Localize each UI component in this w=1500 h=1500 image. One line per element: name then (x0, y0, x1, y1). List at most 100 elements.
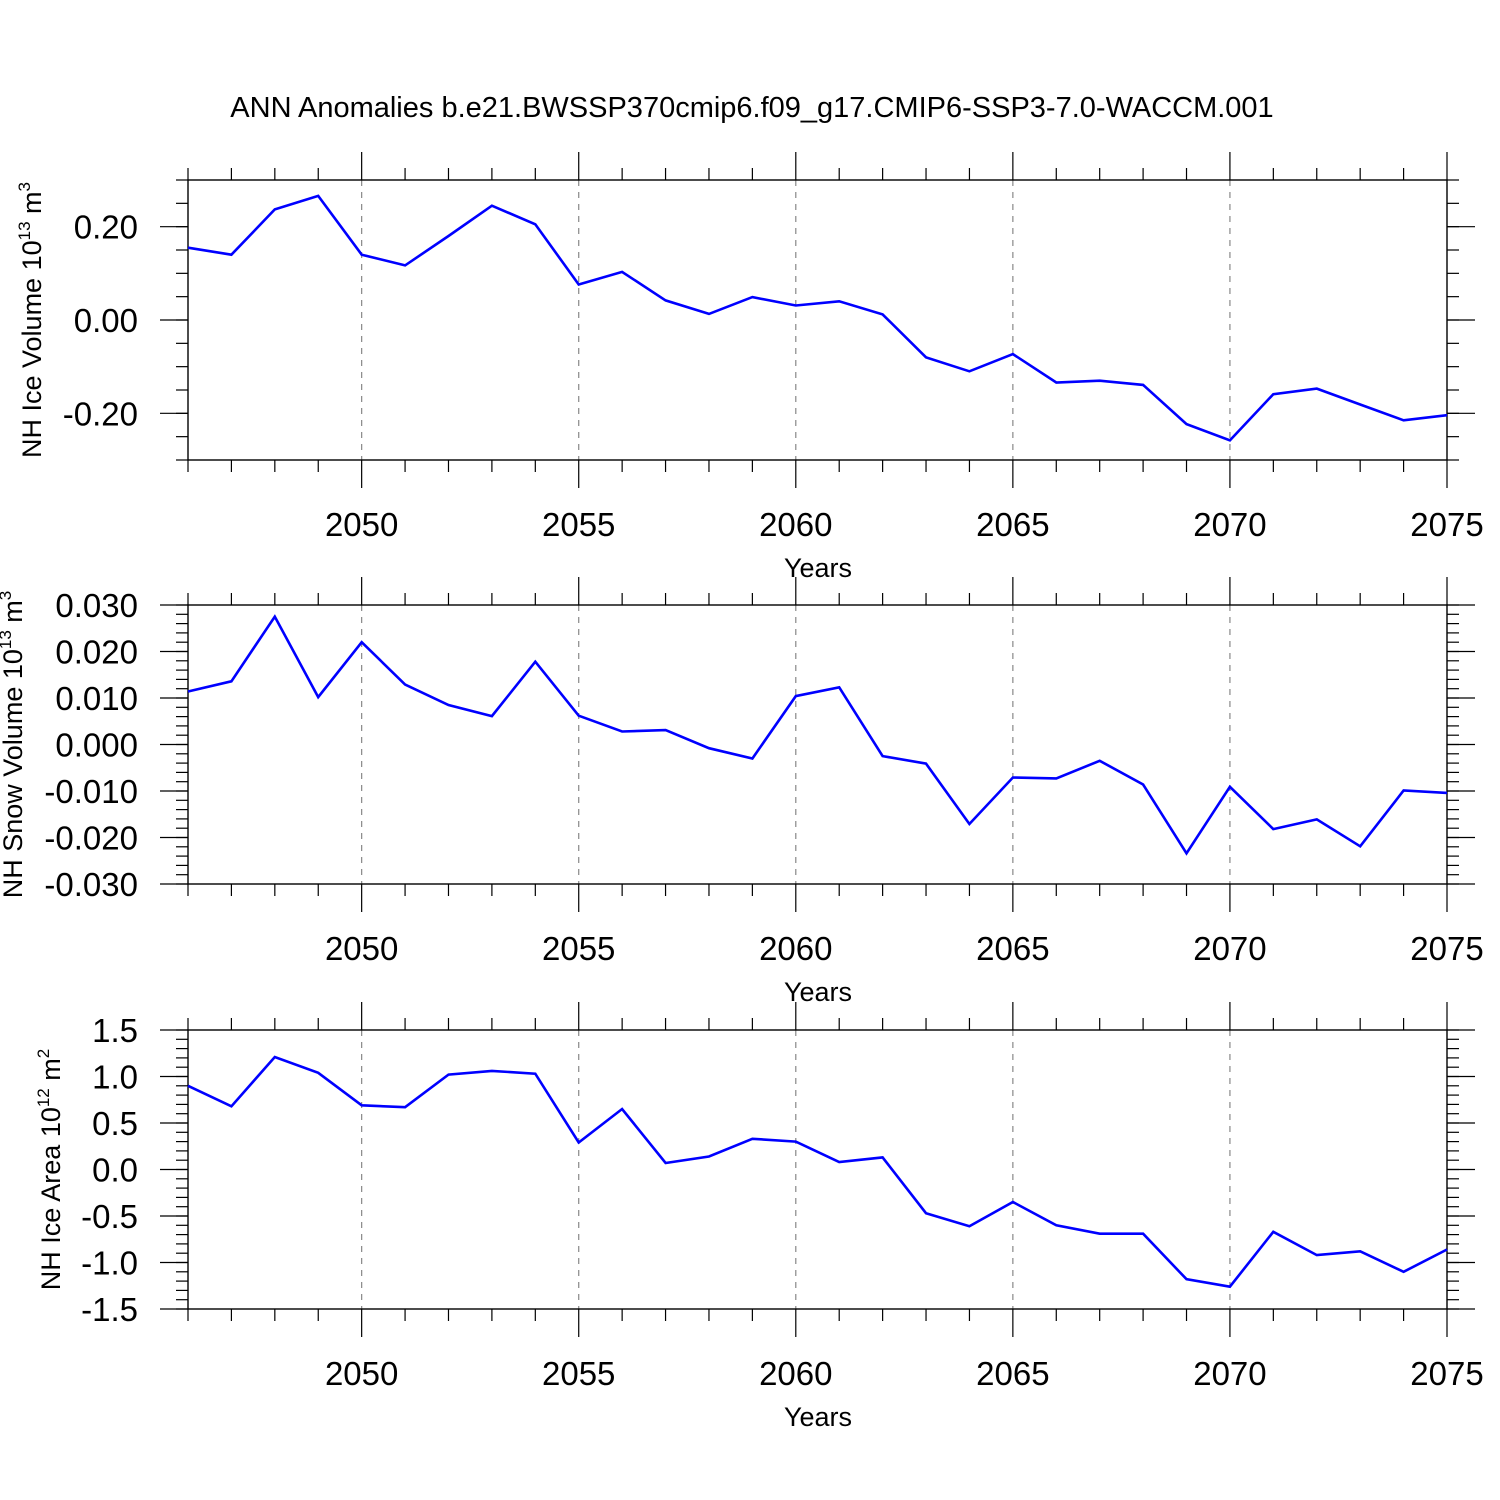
figure-title: ANN Anomalies b.e21.BWSSP370cmip6.f09_g1… (230, 92, 1273, 124)
y-tick-label: 0.00 (74, 302, 138, 339)
data-point (1402, 1270, 1406, 1274)
data-point (533, 1072, 537, 1076)
data-point (1098, 379, 1102, 383)
data-point (1098, 759, 1102, 763)
x-tick-label: 2055 (542, 930, 615, 967)
data-point (577, 1141, 581, 1145)
data-point (967, 822, 971, 826)
x-tick-label: 2070 (1193, 930, 1266, 967)
data-point (446, 1073, 450, 1077)
plot-frame (187, 1029, 1448, 1310)
data-point (1141, 383, 1145, 387)
data-point (360, 253, 364, 257)
y-tick-label: -0.20 (63, 395, 138, 432)
y-tick-label: 0.20 (74, 209, 138, 246)
data-point (1228, 1285, 1232, 1289)
data-point (837, 1160, 841, 1164)
data-point (837, 299, 841, 303)
data-point (1445, 791, 1449, 795)
data-point (881, 312, 885, 316)
x-tick-label: 2065 (976, 1355, 1049, 1392)
data-point (794, 304, 798, 308)
data-point (273, 207, 277, 211)
data-point (186, 246, 190, 250)
data-point (1271, 827, 1275, 831)
data-point (1358, 402, 1362, 406)
data-point (924, 762, 928, 766)
series-line (187, 614, 1448, 856)
y-tick-label: -1.5 (81, 1291, 138, 1328)
x-axis-title: Years (784, 553, 852, 583)
data-point (490, 714, 494, 718)
data-point (1185, 1277, 1189, 1281)
data-point (794, 1140, 798, 1144)
data-point (967, 1224, 971, 1228)
data-point (229, 253, 233, 257)
data-point (1054, 1223, 1058, 1227)
data-point (360, 640, 364, 644)
x-tick-label: 2065 (976, 930, 1049, 967)
data-point (316, 194, 320, 198)
data-point (1315, 387, 1319, 391)
y-tick-label: 0.020 (55, 634, 138, 671)
data-point (1185, 851, 1189, 855)
data-point (924, 1211, 928, 1215)
data-point (186, 689, 190, 693)
y-tick-label: -0.5 (81, 1198, 138, 1235)
x-tick-label: 2075 (1410, 930, 1483, 967)
data-point (837, 685, 841, 689)
data-point (360, 1103, 364, 1107)
x-tick-label: 2050 (325, 930, 398, 967)
data-point (273, 1055, 277, 1059)
x-tick-label: 2050 (325, 506, 398, 543)
data-point (924, 355, 928, 359)
data-point (1011, 776, 1015, 780)
data-point (186, 1084, 190, 1088)
data-point (1141, 1232, 1145, 1236)
chart-panel-3: -1.5 -1.0 -0.5 0.0 0.5 1.0 1.5 2050 2055 2060 2065… (34, 1002, 1484, 1432)
data-point (1054, 381, 1058, 385)
data-point (533, 222, 537, 226)
y-axis-title: NH Ice Volume 1013 m3 (15, 182, 47, 458)
x-axis-title: Years (784, 1402, 852, 1432)
data-point (664, 1161, 668, 1165)
data-point (1445, 1247, 1449, 1251)
data-point (490, 1069, 494, 1073)
y-tick-label: 0.5 (92, 1105, 138, 1142)
y-tick-label: -0.030 (44, 866, 138, 903)
chart-panel-1: -0.20 0.00 0.20 2050 2055 2060 2065 2070 2075 Yea… (15, 152, 1484, 583)
data-point (707, 1154, 711, 1158)
data-point (490, 204, 494, 208)
x-tick-label: 2075 (1410, 1355, 1483, 1392)
data-point (1054, 776, 1058, 780)
plot-frame (187, 179, 1448, 461)
data-point (403, 1105, 407, 1109)
data-point (403, 263, 407, 267)
chart-panel-2: -0.030 -0.020 -0.010 0.000 0.010 0.020 0.030 20… (0, 577, 1484, 1007)
data-point (1358, 844, 1362, 848)
x-tick-label: 2050 (325, 1355, 398, 1392)
x-tick-label: 2055 (542, 506, 615, 543)
x-tick-label: 2065 (976, 506, 1049, 543)
data-point (707, 312, 711, 316)
y-tick-label: 1.5 (92, 1012, 138, 1049)
y-tick-label: -0.010 (44, 773, 138, 810)
x-tick-label: 2070 (1193, 506, 1266, 543)
data-point (794, 694, 798, 698)
y-tick-label: 0.0 (92, 1152, 138, 1189)
x-tick-label: 2060 (759, 1355, 832, 1392)
data-point (1402, 418, 1406, 422)
data-point (881, 754, 885, 758)
data-point (446, 703, 450, 707)
data-point (1098, 1232, 1102, 1236)
data-point (273, 615, 277, 619)
data-point (577, 283, 581, 287)
data-point (750, 1137, 754, 1141)
x-axis-title: Years (784, 977, 852, 1007)
y-axis-title: NH Snow Volume 1013 m3 (0, 591, 28, 899)
data-point (1315, 1253, 1319, 1257)
data-point (1271, 392, 1275, 396)
data-point (1271, 1230, 1275, 1234)
data-point (1228, 438, 1232, 442)
